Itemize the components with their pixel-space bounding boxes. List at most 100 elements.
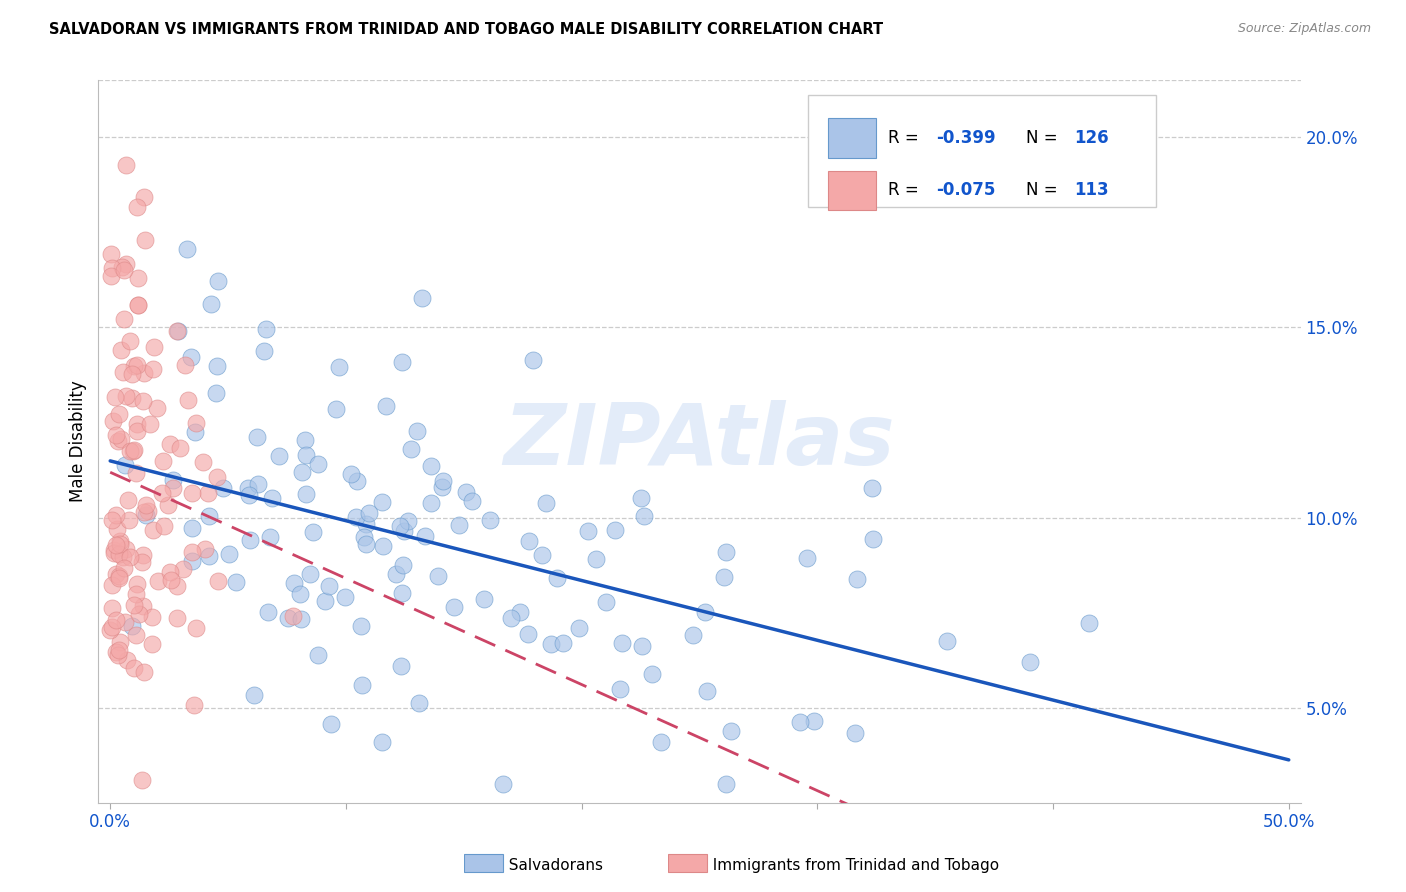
Point xyxy=(122,444,145,458)
Point xyxy=(461,493,484,508)
Point xyxy=(346,474,368,488)
Point xyxy=(239,533,262,547)
Point xyxy=(260,491,283,506)
Point xyxy=(104,390,127,404)
Point xyxy=(198,549,221,564)
Point xyxy=(121,391,143,405)
Point xyxy=(198,509,221,524)
Text: 113: 113 xyxy=(1074,181,1109,200)
Point xyxy=(253,344,276,359)
Point xyxy=(399,442,422,456)
Point xyxy=(166,579,188,593)
Point xyxy=(176,242,198,256)
Point xyxy=(430,480,453,494)
Point xyxy=(585,551,607,566)
Point xyxy=(392,558,415,573)
Point xyxy=(162,481,184,495)
Point xyxy=(536,496,558,510)
Point xyxy=(200,297,222,311)
Point xyxy=(127,577,149,591)
Point xyxy=(295,486,318,500)
Point xyxy=(100,268,122,283)
Point xyxy=(218,547,240,561)
Point xyxy=(125,628,148,642)
Point xyxy=(283,576,305,591)
FancyBboxPatch shape xyxy=(807,95,1156,207)
Point xyxy=(411,291,433,305)
Point xyxy=(118,513,141,527)
Point xyxy=(426,568,449,582)
Point xyxy=(131,555,153,569)
Point xyxy=(371,494,394,508)
Point xyxy=(432,474,454,488)
Point xyxy=(456,485,478,500)
Point xyxy=(134,505,156,519)
Point xyxy=(568,621,591,635)
Point xyxy=(449,517,471,532)
Point xyxy=(193,454,215,468)
Point xyxy=(796,550,818,565)
Point xyxy=(100,246,122,260)
Point xyxy=(166,324,188,338)
Point xyxy=(121,618,143,632)
Point xyxy=(633,508,655,523)
Point xyxy=(159,437,181,451)
Point xyxy=(474,591,496,606)
Point xyxy=(114,158,136,172)
Point xyxy=(443,599,465,614)
Point xyxy=(254,321,277,335)
Point xyxy=(142,523,165,537)
Point xyxy=(143,340,166,354)
Point xyxy=(108,537,131,551)
Point xyxy=(356,516,378,531)
Point xyxy=(405,424,427,438)
Point xyxy=(122,359,145,373)
Point xyxy=(319,717,342,731)
Text: N =: N = xyxy=(1026,181,1063,200)
Point xyxy=(641,666,664,681)
Text: ZIPAtlas: ZIPAtlas xyxy=(503,400,896,483)
Point xyxy=(105,567,128,582)
Point xyxy=(609,682,631,697)
Point xyxy=(110,433,132,447)
Point xyxy=(371,539,394,553)
Point xyxy=(344,509,367,524)
Point xyxy=(540,637,562,651)
Point xyxy=(101,414,124,428)
Point xyxy=(370,735,392,749)
Y-axis label: Male Disability: Male Disability xyxy=(69,381,87,502)
Point xyxy=(197,486,219,500)
Point xyxy=(935,634,957,648)
Point xyxy=(238,481,260,495)
Point xyxy=(844,726,866,740)
Bar xyxy=(668,855,707,872)
Point xyxy=(134,366,156,380)
Point xyxy=(105,645,128,659)
Point xyxy=(114,458,136,472)
Point xyxy=(789,714,811,729)
Point xyxy=(388,518,411,533)
Bar xyxy=(464,855,503,872)
Point xyxy=(603,524,626,538)
Point xyxy=(277,611,299,625)
Point xyxy=(288,587,311,601)
Point xyxy=(693,605,716,619)
Point xyxy=(136,504,159,518)
Point xyxy=(135,508,157,522)
Text: 126: 126 xyxy=(1074,128,1109,146)
Point xyxy=(225,575,247,590)
Point xyxy=(128,607,150,621)
Text: -0.399: -0.399 xyxy=(936,128,995,146)
Point xyxy=(118,550,141,565)
Point xyxy=(243,689,266,703)
Bar xyxy=(828,170,876,211)
Point xyxy=(160,573,183,587)
Point xyxy=(479,513,502,527)
Point xyxy=(290,612,312,626)
Point xyxy=(392,524,415,539)
Point xyxy=(101,260,124,275)
Point xyxy=(256,606,278,620)
Point xyxy=(180,554,202,568)
Point xyxy=(846,572,869,586)
Point xyxy=(125,200,148,214)
